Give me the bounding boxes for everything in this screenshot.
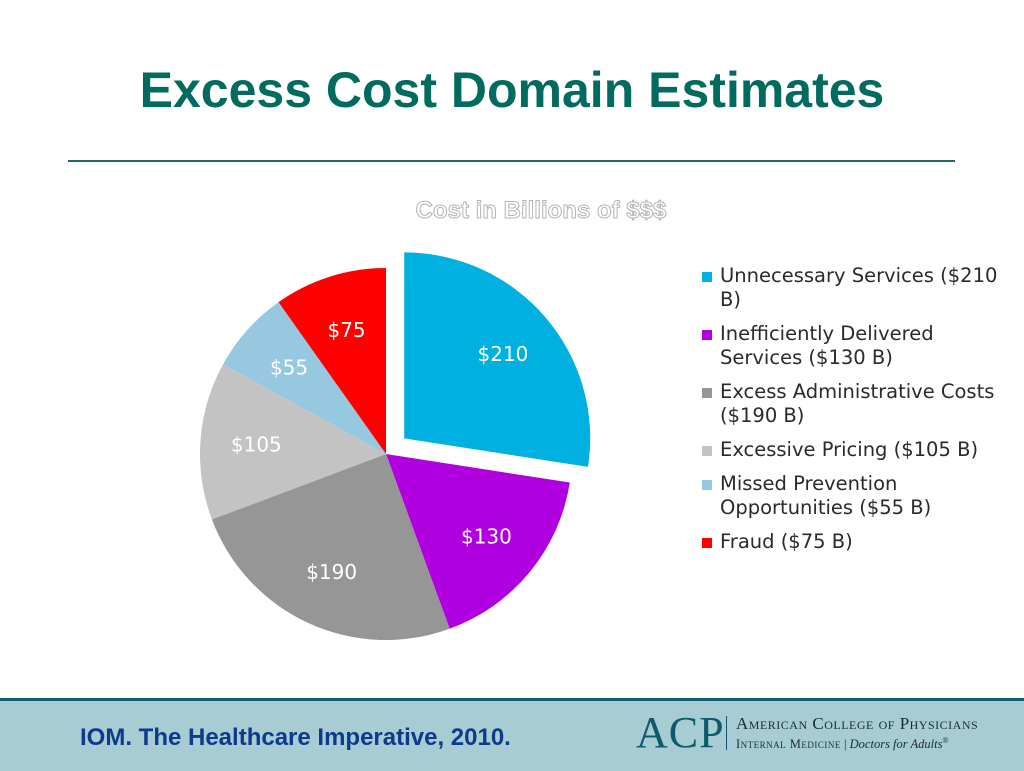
slice-data-label: $130 xyxy=(461,525,512,549)
pie-slice xyxy=(200,364,386,520)
legend-swatch xyxy=(702,480,712,490)
footer-band xyxy=(0,698,1024,771)
legend-item: Missed Prevention Opportunities ($55 B) xyxy=(700,472,1010,520)
acp-tagline-motto: Doctors for Adults xyxy=(849,737,943,752)
legend-swatch xyxy=(702,272,712,282)
legend-label: Fraud ($75 B) xyxy=(720,530,853,553)
acp-logo-tagline: Internal Medicine | Doctors for Adults® xyxy=(736,736,949,752)
title-divider xyxy=(68,160,955,162)
acp-logo-letters: ACP xyxy=(636,708,725,757)
pie-chart: Cost in Billions of $$$ $210 $130 $190 $105… xyxy=(200,197,668,640)
legend-item: Excess Administrative Costs ($190 B) xyxy=(700,380,1010,428)
slice-data-label: $190 xyxy=(306,560,357,584)
legend-label: Inefficiently Delivered Services ($130 B… xyxy=(720,322,934,369)
acp-tagline-mark: ® xyxy=(942,736,949,745)
legend-item: Fraud ($75 B) xyxy=(700,530,1010,554)
legend-item: Excessive Pricing ($105 B) xyxy=(700,438,1010,462)
pie-slice xyxy=(211,454,450,640)
acp-logo-divider xyxy=(726,716,727,750)
legend-swatch xyxy=(702,330,712,340)
legend-item: Inefficiently Delivered Services ($130 B… xyxy=(700,322,1010,370)
legend-label: Excess Administrative Costs ($190 B) xyxy=(720,380,995,427)
legend-label: Unnecessary Services ($210 B) xyxy=(720,264,998,311)
pie-slice xyxy=(223,302,386,454)
legend-item: Unnecessary Services ($210 B) xyxy=(700,264,1010,312)
pie-slice xyxy=(386,454,570,629)
slide-title: Excess Cost Domain Estimates xyxy=(139,62,885,118)
acp-tagline-org: Internal Medicine xyxy=(736,737,841,752)
acp-tagline-separator: | xyxy=(844,737,847,752)
slice-data-label: $75 xyxy=(327,318,365,342)
legend-label: Missed Prevention Opportunities ($55 B) xyxy=(720,472,932,519)
pie-slice xyxy=(404,252,591,467)
footer-citation: IOM. The Healthcare Imperative, 2010. xyxy=(80,724,511,751)
acp-logo-name: American College of Physicians xyxy=(736,714,979,733)
legend-label: Excessive Pricing ($105 B) xyxy=(720,438,979,461)
chart-title: Cost in Billions of $$$ xyxy=(416,197,667,224)
legend-swatch xyxy=(702,538,712,548)
slice-data-label: $210 xyxy=(477,342,528,366)
legend-swatch xyxy=(702,388,712,398)
legend-swatch xyxy=(702,446,712,456)
chart-legend: Unnecessary Services ($210 B) Inefficient… xyxy=(700,264,1010,564)
slice-data-label: $105 xyxy=(231,433,282,457)
acp-logo: ACP American College of Physicians Inter… xyxy=(636,708,996,758)
slice-data-label: $55 xyxy=(270,355,308,379)
pie-slice xyxy=(278,268,386,454)
